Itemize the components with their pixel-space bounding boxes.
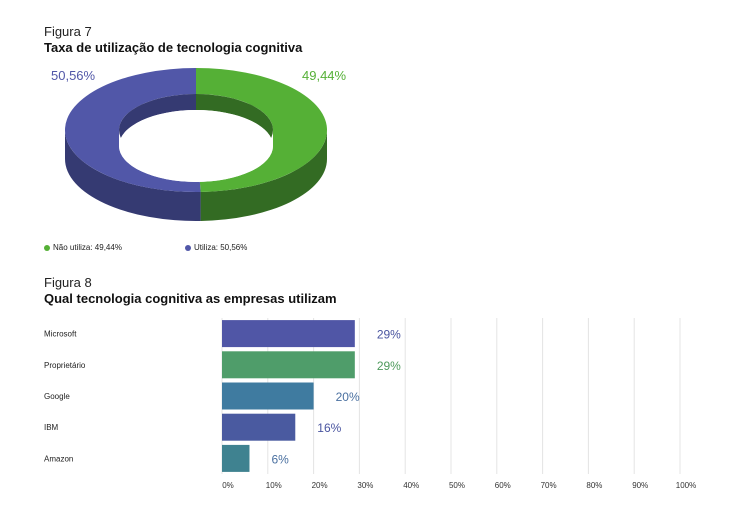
legend-label-nao-utiliza: Não utiliza: 49,44% xyxy=(53,243,122,252)
x-tick-label: 100% xyxy=(676,481,696,490)
donut-outer-wall-1 xyxy=(65,130,201,221)
legend-label-utiliza: Utiliza: 50,56% xyxy=(194,243,248,252)
value-label: 29% xyxy=(377,328,401,342)
donut-label-0: 49,44% xyxy=(302,68,347,83)
bar-microsoft xyxy=(222,320,355,348)
bar-proprietário xyxy=(222,351,355,379)
x-tick-label: 60% xyxy=(495,481,511,490)
category-label: Amazon xyxy=(44,454,73,463)
donut-inner-wall-1-0 xyxy=(119,94,196,146)
legend-dot-nao-utiliza xyxy=(44,244,50,251)
value-label: 29% xyxy=(377,359,401,373)
category-label: Google xyxy=(44,392,70,401)
figure7-label: Figura 7 xyxy=(44,24,92,39)
category-label: Microsoft xyxy=(44,330,77,339)
legend-item-nao-utiliza: Não utiliza: 49,44% xyxy=(44,243,122,252)
category-label: Proprietário xyxy=(44,361,86,370)
value-label: 6% xyxy=(271,452,289,466)
donut-hole-floor xyxy=(119,109,273,182)
donut-label-1: 50,56% xyxy=(51,68,96,83)
x-tick-label: 50% xyxy=(449,481,465,490)
donut-slice-0 xyxy=(196,68,328,192)
value-label: 20% xyxy=(336,390,360,404)
legend-item-utiliza: Utiliza: 50,56% xyxy=(185,243,247,252)
x-tick-label: 90% xyxy=(632,481,648,490)
donut-inner-wall-0-0 xyxy=(196,94,273,146)
category-label: IBM xyxy=(44,423,59,432)
x-tick-label: 40% xyxy=(403,481,419,490)
x-tick-label: 20% xyxy=(312,481,328,490)
value-label: 16% xyxy=(317,421,341,435)
x-tick-label: 30% xyxy=(357,481,373,490)
donut-slice-1 xyxy=(65,68,201,192)
donut-outer-wall-0 xyxy=(200,130,327,221)
bar-google xyxy=(222,382,314,410)
figure8-label: Figura 8 xyxy=(44,275,92,290)
figure7-title: Taxa de utilização de tecnologia cogniti… xyxy=(44,40,303,55)
bar-amazon xyxy=(222,444,250,472)
legend-dot-utiliza xyxy=(185,244,191,251)
x-tick-label: 10% xyxy=(266,481,282,490)
x-tick-label: 70% xyxy=(541,481,557,490)
x-tick-label: 80% xyxy=(586,481,602,490)
bar-ibm xyxy=(222,413,296,441)
x-tick-label: 0% xyxy=(222,481,234,490)
figure8-title: Qual tecnologia cognitiva as empresas ut… xyxy=(44,291,337,306)
